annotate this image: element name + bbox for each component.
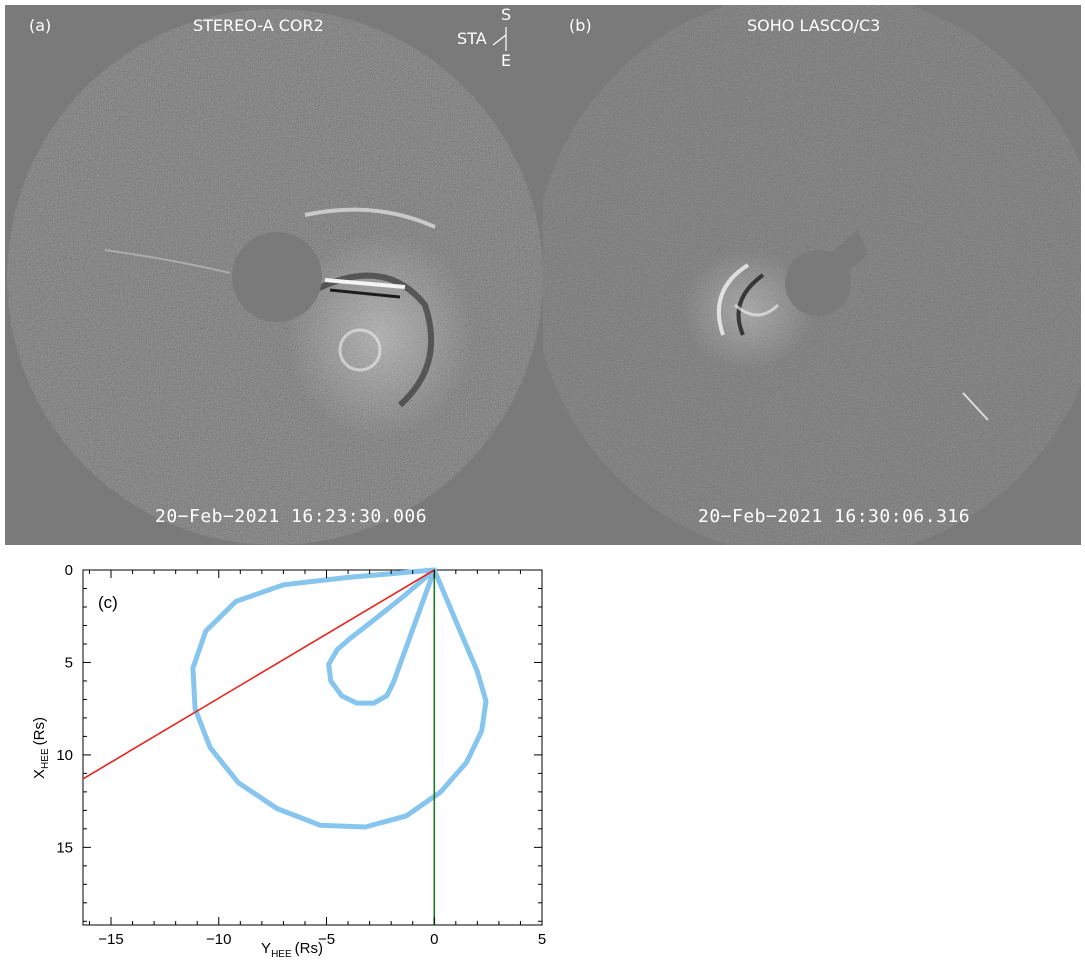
y-axis-sub: HEE	[40, 748, 51, 769]
occulter-disk-a	[232, 232, 322, 322]
panel-a-label: (a)	[29, 16, 52, 35]
compass-spacecraft: STA	[457, 29, 487, 48]
lasco-coronagraph-image	[543, 5, 1081, 545]
x-tick-label: −5	[318, 931, 335, 948]
panel-b-instrument: SOHO LASCO/C3	[747, 16, 881, 35]
x-tick-label: −10	[206, 931, 231, 948]
x-axis-unit: (Rs)	[295, 940, 323, 957]
y-axis-title: XHEE (Rs)	[31, 717, 51, 779]
x-tick-label: 0	[430, 931, 438, 948]
chart-panel-label: (c)	[98, 593, 118, 612]
y-axis-main: X	[31, 769, 48, 779]
occulter-disk-b	[785, 250, 851, 316]
panel-b-lasco-image: (b) SOHO LASCO/C3 20−Feb−2021 16:30:06.3…	[543, 5, 1081, 545]
plot-frame	[82, 569, 543, 926]
inner-lobe-curve	[326, 567, 437, 706]
outer-lobe-curve	[190, 567, 489, 830]
tick-layer: −15 −10 −5 0 5 0 5 10 15	[56, 562, 546, 948]
panel-a-timestamp: 20−Feb−2021 16:23:30.006	[155, 506, 428, 527]
panel-a-instrument: STEREO-A COR2	[193, 16, 324, 35]
sta-line-of-sight	[82, 569, 436, 780]
y-tick-label: 5	[65, 654, 73, 671]
panel-b-label: (b)	[569, 16, 592, 35]
compass-down-label: E	[501, 51, 512, 70]
x-axis-main: Y	[261, 940, 271, 957]
occulter-pylon	[828, 230, 868, 275]
panel-a-cor2-image: (a) STEREO-A COR2 STA S E 20−Feb−2021 16…	[5, 5, 543, 545]
y-axis-unit: (Rs)	[31, 717, 48, 745]
series-layer	[82, 567, 489, 926]
compass-up-label: S	[501, 5, 512, 24]
panel-b-timestamp: 20−Feb−2021 16:30:06.316	[698, 506, 971, 527]
cme-structure-a	[104, 207, 475, 440]
x-axis-sub: HEE	[271, 949, 292, 960]
y-tick-label: 15	[56, 839, 73, 856]
x-axis-title: YHEE (Rs)	[261, 940, 323, 960]
x-tick-label: −15	[98, 931, 123, 948]
x-tick-label: 5	[538, 931, 546, 948]
y-tick-label: 10	[56, 747, 73, 764]
cor2-coronagraph-image	[5, 5, 543, 545]
y-tick-label: 0	[65, 562, 73, 579]
cme-structure-b	[683, 250, 989, 421]
